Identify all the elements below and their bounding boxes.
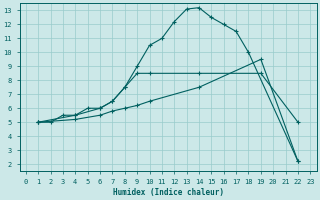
X-axis label: Humidex (Indice chaleur): Humidex (Indice chaleur) [113,188,224,197]
